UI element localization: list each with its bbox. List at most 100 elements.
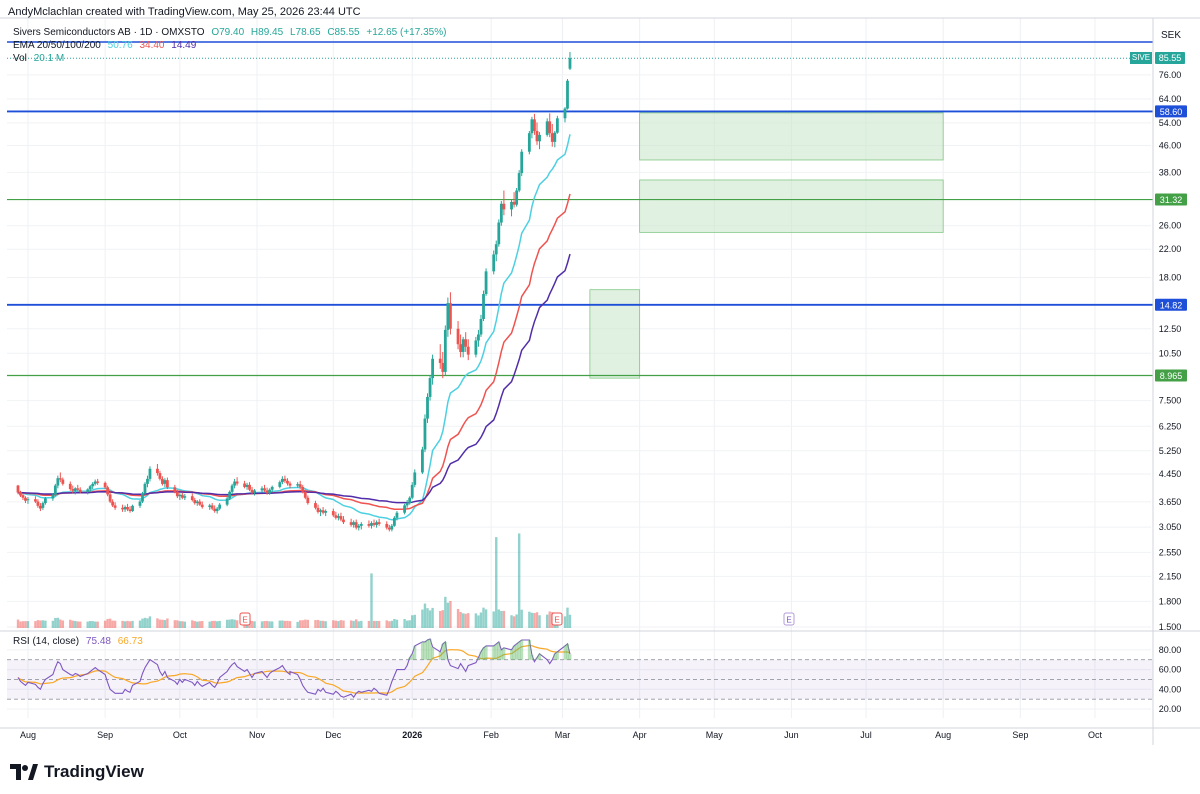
candle-body	[233, 481, 237, 486]
volume-bar	[413, 614, 416, 628]
volume-bar	[517, 533, 521, 628]
candle-body	[316, 507, 320, 512]
volume-bar	[548, 611, 551, 628]
volume-bar	[213, 620, 216, 628]
candle-body	[477, 334, 480, 341]
volume-bar	[474, 613, 478, 628]
volume-bar	[268, 621, 271, 628]
price-line-badge	[1155, 105, 1187, 118]
candle-body	[296, 484, 300, 486]
candle-body	[230, 485, 234, 492]
volume-bar	[41, 620, 45, 628]
candle-body	[128, 509, 132, 512]
x-tick-label: Apr	[633, 730, 647, 740]
price-line-badge	[1155, 193, 1187, 206]
volume-bar	[79, 621, 82, 628]
volume-bar	[76, 621, 79, 628]
volume-bar	[26, 621, 30, 628]
volume-bar	[439, 610, 442, 628]
volume-bar	[388, 621, 391, 628]
candle-body	[51, 494, 55, 499]
rsi-line	[17, 638, 571, 699]
currency-label[interactable]: SEK	[1155, 29, 1187, 43]
candle-body	[131, 505, 134, 512]
volume-bar	[86, 621, 89, 628]
volume-bar	[74, 620, 77, 628]
price-tick-label: 2.150	[1159, 571, 1182, 581]
candle-body	[43, 498, 47, 504]
candle-body	[403, 505, 406, 513]
candle-body	[387, 527, 391, 530]
volume-bar	[495, 537, 498, 628]
candle-body	[456, 328, 460, 345]
candle-body	[163, 480, 167, 484]
candle-body	[193, 500, 197, 504]
candle-body	[235, 481, 239, 484]
candle-body	[530, 119, 534, 134]
volume-bar	[39, 620, 42, 628]
earnings-marker-label: E	[786, 616, 791, 625]
volume-bar	[441, 610, 444, 628]
candle-body	[71, 489, 75, 491]
tradingview-logo[interactable]: TradingView	[10, 760, 144, 784]
rsi-tick-label: 20.00	[1159, 704, 1182, 714]
volume-bar	[306, 619, 310, 628]
close-value: C85.55	[327, 27, 360, 38]
volume-bar	[314, 620, 317, 628]
symbol-name: Sivers Semiconductors AB · 1D · OMXSTO	[13, 27, 205, 38]
candle-body	[499, 203, 503, 223]
volume-bar	[461, 613, 465, 628]
candle-body	[265, 490, 269, 494]
candle-body	[68, 483, 72, 490]
candle-body	[319, 510, 322, 512]
price-tick-label: 4.450	[1159, 469, 1182, 479]
volume-bar	[51, 620, 55, 628]
candle-body	[86, 489, 90, 492]
volume-bar	[106, 618, 109, 628]
x-tick-label: Nov	[249, 730, 266, 740]
volume-bar	[390, 620, 394, 628]
candle-body	[550, 133, 554, 142]
candle-body	[121, 507, 124, 510]
candle-body	[213, 508, 217, 512]
volume-bar	[477, 615, 480, 628]
candle-body	[78, 489, 82, 492]
low-value: L78.65	[289, 27, 321, 38]
volume-bar	[235, 620, 239, 628]
volume-bar	[121, 620, 124, 628]
price-tick-label: 26.00	[1159, 221, 1182, 231]
open-value: O79.40	[211, 27, 245, 38]
price-tick-label: 3.050	[1159, 522, 1182, 532]
candle-body	[512, 201, 516, 205]
rsi-ma-value: 66.73	[117, 636, 143, 647]
candle-body	[286, 480, 289, 484]
volume-bar	[426, 608, 429, 628]
candle-body	[225, 498, 229, 505]
candle-body	[339, 516, 343, 520]
volume-bar	[176, 620, 179, 628]
volume-bar	[367, 620, 371, 628]
volume-bar	[230, 619, 234, 628]
volume-bar	[355, 619, 358, 628]
volume-bar	[108, 618, 112, 628]
volume-bar	[446, 602, 450, 628]
volume-bar	[131, 620, 134, 628]
candle-body	[538, 134, 541, 142]
candle-body	[278, 482, 282, 487]
volume-bar	[464, 613, 467, 628]
candle-body	[527, 133, 531, 152]
candle-body	[138, 501, 142, 506]
volume-bar	[545, 614, 549, 628]
volume-bar	[482, 607, 485, 628]
candle-body	[88, 486, 92, 490]
candle-body	[245, 484, 249, 487]
volume-bar	[298, 620, 302, 628]
candle-body	[405, 503, 409, 506]
volume-bar	[423, 603, 427, 628]
volume-bar	[568, 614, 572, 628]
volume-bar	[138, 620, 142, 628]
candle-body	[482, 294, 485, 319]
candle-body	[375, 522, 378, 525]
candle-body	[359, 523, 363, 526]
